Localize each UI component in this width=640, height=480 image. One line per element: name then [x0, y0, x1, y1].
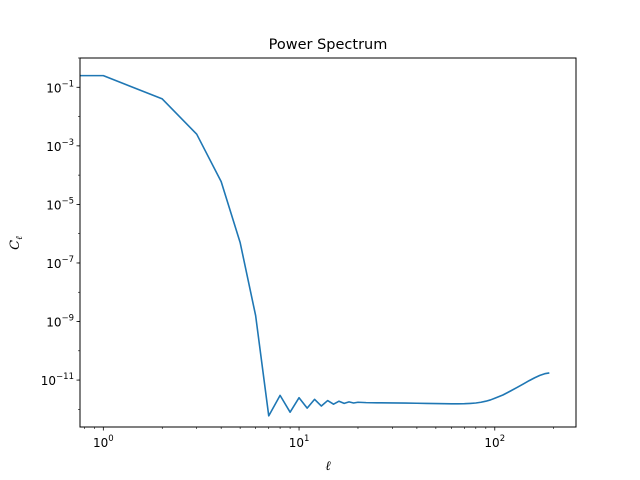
x-tick-label-base: 10 [484, 436, 499, 450]
y-tick-label: 10−1 [46, 79, 74, 95]
y-tick-label-exponent: −5 [61, 196, 74, 206]
plot-area [80, 74, 550, 417]
y-tick-label-exponent: −1 [61, 79, 74, 89]
y-tick-label-exponent: −3 [61, 138, 74, 148]
x-tick-label-base: 10 [93, 436, 108, 450]
y-axis-label-subscript: ℓ [15, 236, 25, 240]
y-tick-label-base: 10 [46, 81, 61, 95]
y-tick-label: 10−5 [46, 196, 74, 212]
y-tick-label-base: 10 [46, 316, 61, 330]
x-tick-label-exponent: 1 [304, 434, 309, 444]
y-tick-label-base: 10 [46, 198, 61, 212]
y-tick-label-base: 10 [41, 374, 56, 388]
y-tick-label-exponent: −7 [61, 255, 74, 265]
x-tick-label-exponent: 0 [108, 434, 113, 444]
y-tick-label: 10−3 [46, 138, 74, 154]
y-tick-label: 10−7 [46, 255, 74, 271]
chart-title: Power Spectrum [269, 37, 388, 53]
y-axis-ticks: 10−110−310−510−710−910−11 [41, 57, 80, 410]
y-tick-label: 10−11 [41, 372, 74, 388]
y-tick-label-base: 10 [46, 140, 61, 154]
series-line-0 [80, 74, 550, 417]
y-axis-label-main: C [8, 240, 23, 250]
x-axis-label: ℓ [325, 459, 331, 474]
axes-frame [79, 57, 577, 428]
y-tick-label: 10−9 [46, 314, 74, 330]
y-tick-label-exponent: −9 [61, 314, 74, 324]
y-tick-label-exponent: −11 [56, 372, 74, 382]
x-tick-label: 101 [289, 434, 310, 450]
y-axis-label: Cℓ [8, 236, 25, 250]
x-tick-label: 102 [484, 434, 505, 450]
x-tick-label-exponent: 2 [500, 434, 505, 444]
x-tick-label-base: 10 [289, 436, 304, 450]
x-tick-label: 100 [93, 434, 114, 450]
x-axis-ticks: 100 101 102 [84, 427, 554, 450]
y-tick-label-base: 10 [46, 257, 61, 271]
